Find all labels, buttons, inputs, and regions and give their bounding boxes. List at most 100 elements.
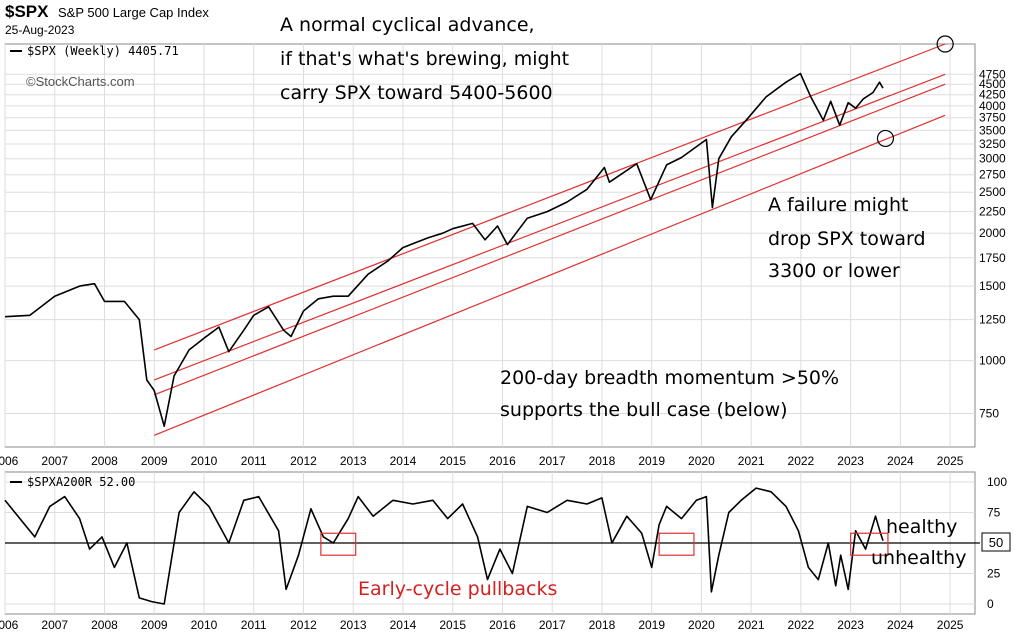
lower-xtick-2023: 2023 — [837, 618, 864, 632]
header-symbol: $SPX — [5, 2, 49, 21]
lower-ytick-100: 100 — [987, 475, 1007, 489]
annotation-advance-line1: A normal cyclical advance, — [280, 14, 535, 36]
header-index-name: S&P 500 Large Cap Index — [58, 5, 209, 20]
annotation-breadth-line1: 200-day breadth momentum >50% — [500, 367, 839, 389]
lower-xtick-2009: 2009 — [141, 618, 168, 632]
upper-ytick-3500: 3500 — [979, 123, 1006, 137]
annotation-failure-line2: drop SPX toward — [768, 228, 926, 250]
lower-xtick-2006: 2006 — [0, 618, 19, 632]
annotation-healthy: healthy — [886, 516, 957, 538]
upper-xtick-2019: 2019 — [638, 454, 665, 468]
channel-lines — [154, 43, 946, 436]
channel-line-1 — [154, 73, 946, 381]
pullback-box-0 — [320, 532, 357, 556]
lower-xtick-2008: 2008 — [91, 618, 118, 632]
target-markers — [876, 35, 954, 148]
lower-xtick-2012: 2012 — [290, 618, 317, 632]
lower-ytick-75: 75 — [987, 506, 1001, 520]
fifty-label-box — [981, 532, 1011, 552]
upper-ytick-3750: 3750 — [979, 111, 1006, 125]
upper-y-axis: 7501000125015001750200022502500275030003… — [979, 67, 1006, 420]
upper-xtick-2011: 2011 — [241, 454, 267, 468]
annotation-advance-line3: carry SPX toward 5400-5600 — [280, 82, 553, 104]
lower-xtick-2021: 2021 — [738, 618, 765, 632]
upper-xtick-2009: 2009 — [141, 454, 168, 468]
upper-ytick-1500: 1500 — [979, 279, 1006, 293]
annotation-advance-line2: if that's what's brewing, might — [280, 48, 569, 70]
upper-xtick-2020: 2020 — [688, 454, 715, 468]
spx-price-line — [4, 72, 884, 428]
upper-ytick-4250: 4250 — [979, 88, 1006, 102]
lower-x-axis: 2006 2007 2008 2009 2010 2011 2012 2013 2014 2015… — [0, 618, 964, 632]
lower-xtick-2011: 2011 — [241, 618, 267, 632]
upper-xtick-2006: 2006 — [0, 454, 19, 468]
lower-xtick-2017: 2017 — [539, 618, 566, 632]
upper-xtick-2025: 2025 — [937, 454, 964, 468]
annotation-failure-line1: A failure might — [768, 194, 908, 216]
annotation-early-cycle-pullbacks: Early-cycle pullbacks — [358, 578, 557, 600]
upper-ytick-1250: 1250 — [979, 313, 1006, 327]
upper-xtick-2007: 2007 — [41, 454, 68, 468]
upper-ytick-3000: 3000 — [979, 152, 1006, 166]
upper-panel — [4, 43, 976, 448]
upper-ytick-4750: 4750 — [979, 67, 1006, 81]
watermark: ©StockCharts.com — [26, 74, 135, 89]
upper-xtick-2012: 2012 — [290, 454, 317, 468]
upper-xtick-2013: 2013 — [340, 454, 367, 468]
pullback-box-1 — [658, 532, 695, 556]
annotation-breadth-line2: supports the bull case (below) — [500, 399, 788, 421]
upper-grid — [4, 44, 975, 447]
upper-xtick-2014: 2014 — [390, 454, 417, 468]
target-marker-1 — [876, 129, 895, 148]
upper-ytick-2500: 2500 — [979, 185, 1006, 199]
legend-main: $SPX (Weekly) 4405.71 — [27, 44, 179, 58]
upper-x-axis: 2006 2007 2008 2009 2010 2011 2012 2013 2014 2015… — [0, 454, 964, 468]
upper-xtick-2017: 2017 — [539, 454, 566, 468]
upper-ytick-750: 750 — [979, 406, 999, 420]
upper-xtick-2015: 2015 — [439, 454, 466, 468]
lower-series-group — [4, 487, 980, 605]
header-date: 25-Aug-2023 — [5, 23, 75, 37]
upper-ytick-4000: 4000 — [979, 99, 1006, 113]
target-marker-0 — [936, 35, 954, 53]
lower-xtick-2015: 2015 — [439, 618, 466, 632]
lower-y-axis: 0 25 75 100 — [987, 475, 1007, 611]
upper-ytick-2000: 2000 — [979, 226, 1006, 240]
lower-xtick-2020: 2020 — [688, 618, 715, 632]
upper-series-group — [4, 72, 884, 428]
channel-line-3 — [154, 114, 946, 436]
upper-ytick-2750: 2750 — [979, 168, 1006, 182]
legend-lower: $SPXA200R 52.00 — [27, 475, 135, 489]
fifty-label: 50 — [989, 535, 1003, 550]
upper-xtick-2021: 2021 — [738, 454, 765, 468]
pullback-box-2 — [850, 532, 889, 556]
upper-ytick-2250: 2250 — [979, 205, 1006, 219]
lower-xtick-2016: 2016 — [489, 618, 516, 632]
channel-line-2 — [154, 83, 946, 396]
lower-xtick-2022: 2022 — [788, 618, 815, 632]
lower-xtick-2014: 2014 — [390, 618, 417, 632]
lower-ytick-0: 0 — [987, 597, 994, 611]
lower-xtick-2013: 2013 — [340, 618, 367, 632]
lower-xtick-2007: 2007 — [41, 618, 68, 632]
channel-line-0 — [154, 43, 946, 351]
pullback-boxes — [320, 532, 889, 556]
lower-xtick-2025: 2025 — [937, 618, 964, 632]
lower-xtick-2010: 2010 — [191, 618, 218, 632]
annotation-unhealthy: unhealthy — [871, 547, 966, 569]
upper-xtick-2023: 2023 — [837, 454, 864, 468]
upper-ytick-1750: 1750 — [979, 251, 1006, 265]
upper-xtick-2022: 2022 — [788, 454, 815, 468]
upper-ytick-3250: 3250 — [979, 137, 1006, 151]
annotation-failure-line3: 3300 or lower — [768, 260, 900, 282]
upper-xtick-2016: 2016 — [489, 454, 516, 468]
lower-ytick-25: 25 — [987, 567, 1001, 581]
upper-xtick-2024: 2024 — [887, 454, 914, 468]
upper-xtick-2008: 2008 — [91, 454, 118, 468]
lower-xtick-2018: 2018 — [589, 618, 616, 632]
lower-xtick-2019: 2019 — [638, 618, 665, 632]
upper-ytick-1000: 1000 — [979, 354, 1006, 368]
upper-xtick-2010: 2010 — [191, 454, 218, 468]
upper-xtick-2018: 2018 — [589, 454, 616, 468]
